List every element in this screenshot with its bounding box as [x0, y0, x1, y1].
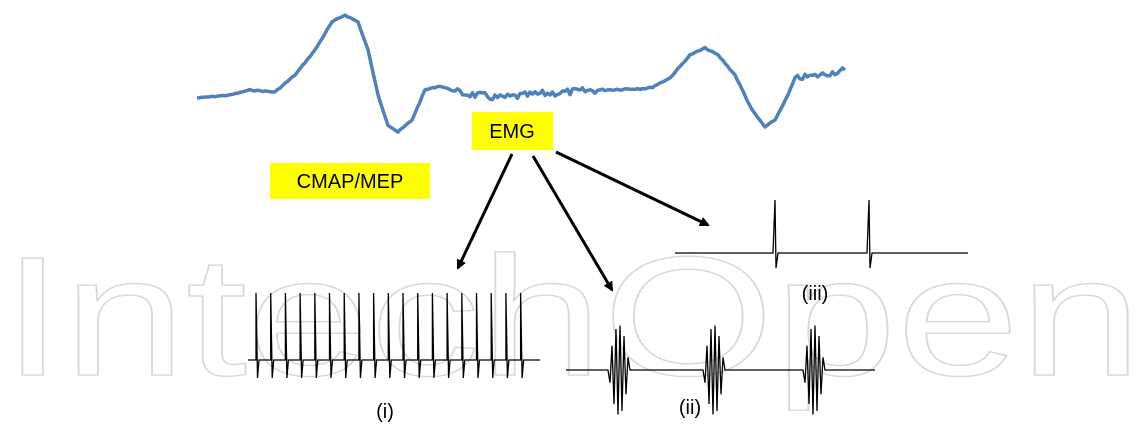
- arrow: [555, 150, 710, 227]
- trace-iii-label: (iii): [802, 283, 829, 305]
- arrow: [456, 153, 514, 270]
- trace-ii: [566, 325, 875, 415]
- trace-iii: [675, 199, 968, 269]
- cmap-box: [270, 163, 430, 199]
- emg-label: EMG: [489, 121, 535, 143]
- emg-box: [472, 112, 553, 150]
- emg-trace: [196, 13, 847, 134]
- trace-i: [248, 292, 540, 379]
- cmap-label: CMAP/MEP: [297, 171, 404, 193]
- arrow: [531, 155, 614, 292]
- trace-ii-label: (ii): [679, 397, 701, 419]
- watermark: IntechOpen: [2, 222, 1142, 412]
- trace-i-label: (i): [376, 401, 394, 423]
- arrows: [456, 150, 710, 292]
